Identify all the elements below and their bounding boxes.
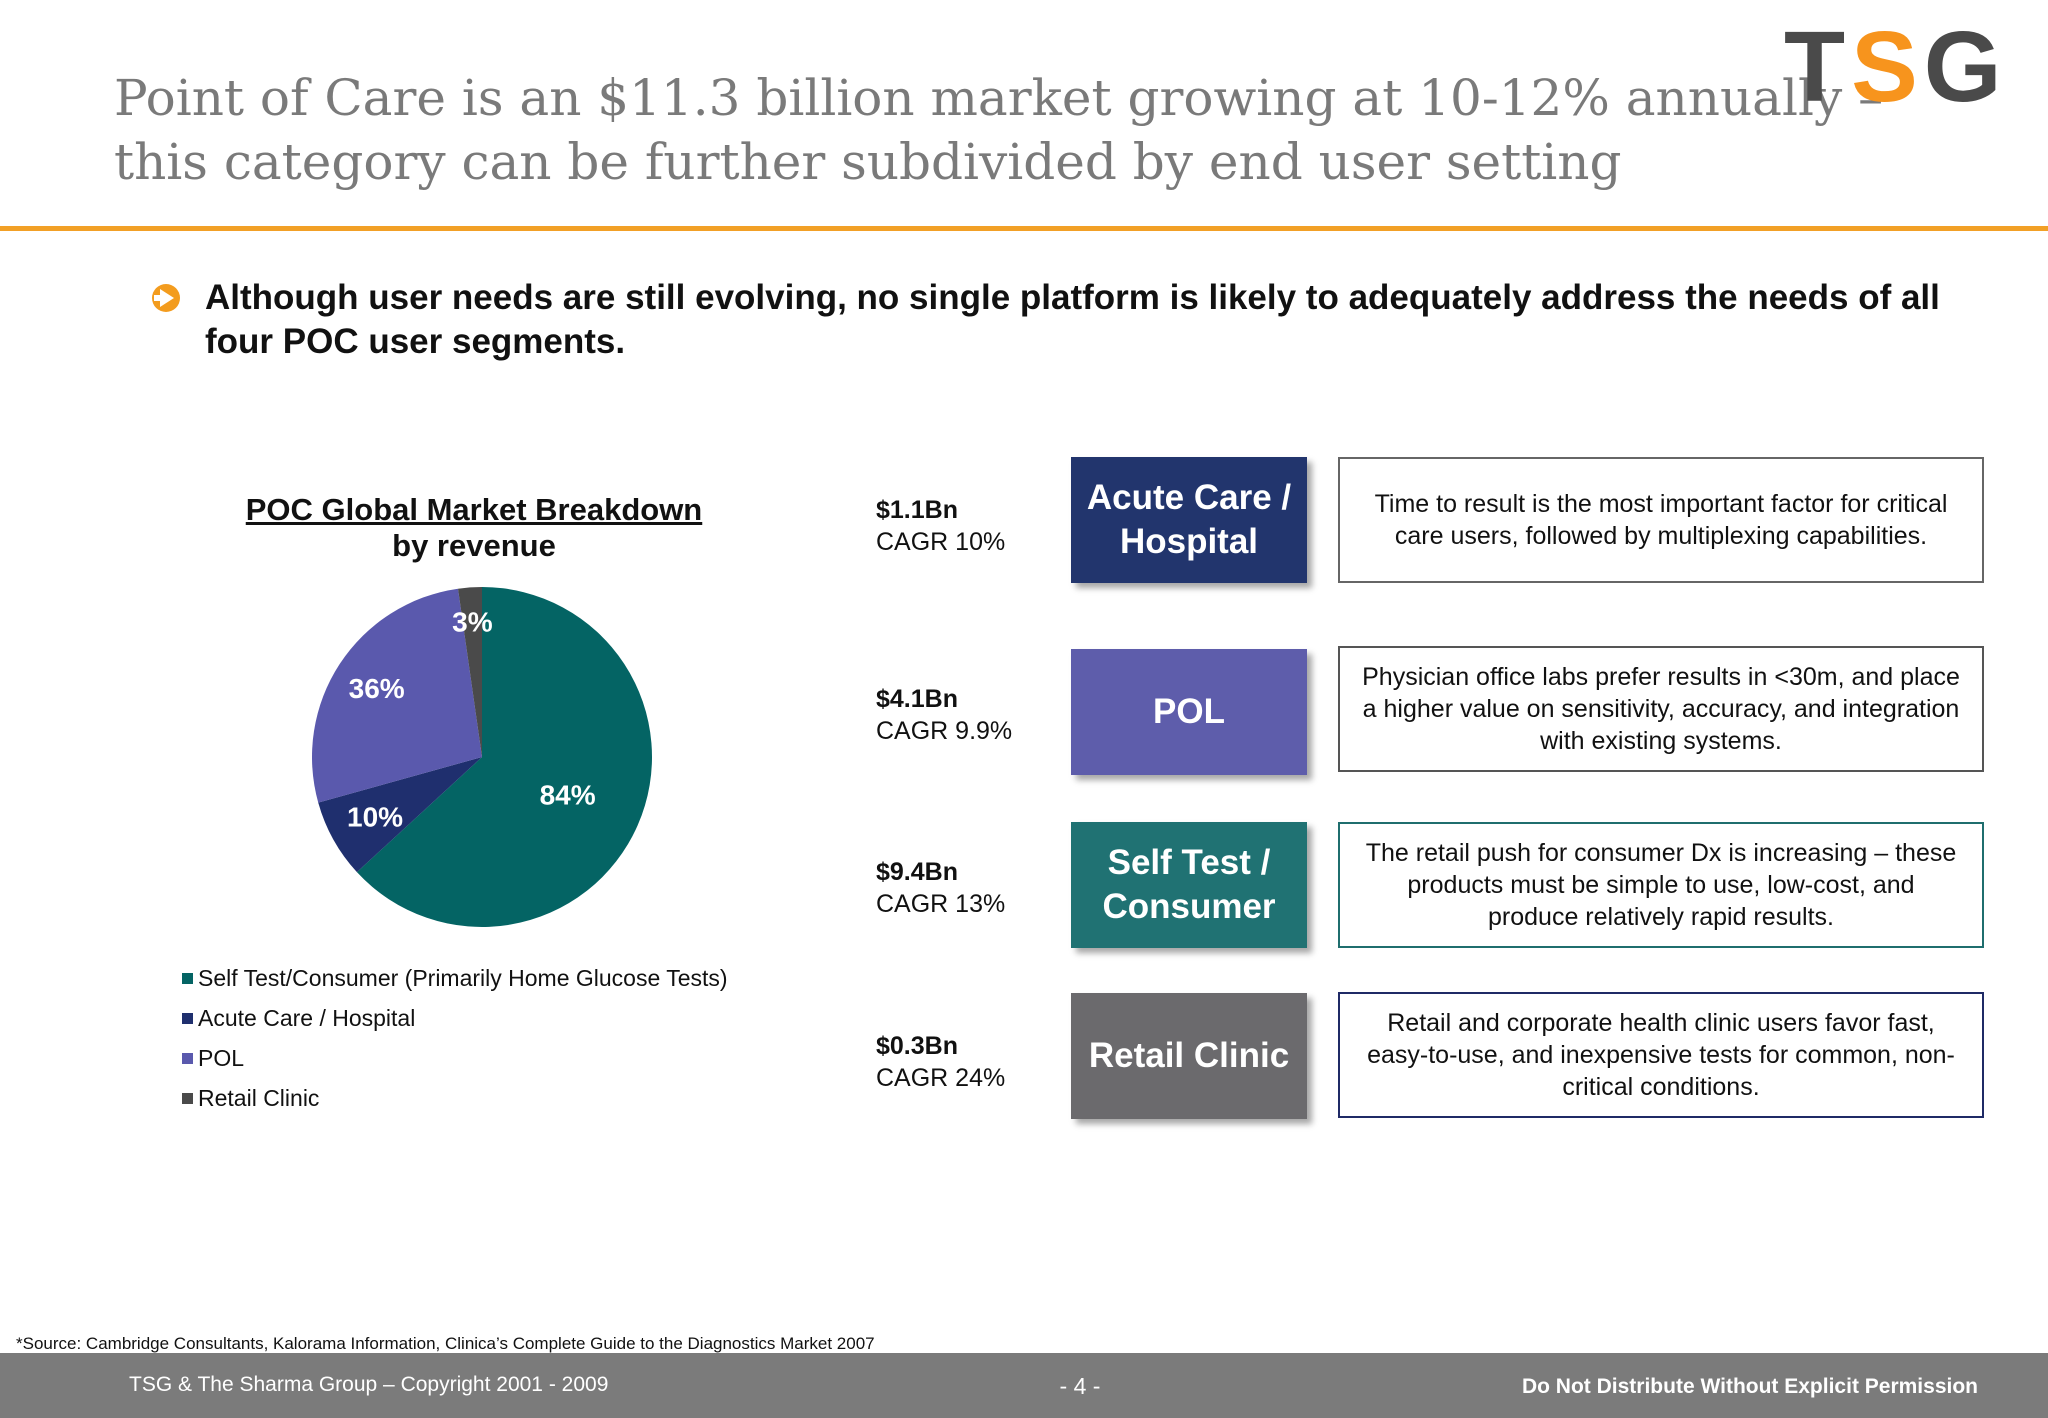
legend-label: POL	[198, 1044, 245, 1071]
description-retail-clinic: Retail and corporate health clinic users…	[1338, 992, 1984, 1118]
legend-item: Acute Care / Hospital	[182, 998, 802, 1038]
title-line-2: this category can be further subdivided …	[114, 133, 1622, 191]
metric-amount: $0.3Bn	[876, 1032, 958, 1060]
chart-legend: Self Test/Consumer (Primarily Home Gluco…	[182, 958, 802, 1118]
distribution-notice: Do Not Distribute Without Explicit Permi…	[1521, 1375, 1978, 1398]
legend-label: Self Test/Consumer (Primarily Home Gluco…	[198, 964, 728, 991]
legend-item: POL	[182, 1038, 802, 1078]
metric-pol: $4.1Bn CAGR 9.9%	[876, 683, 1036, 747]
header-divider	[0, 226, 2048, 231]
metric-self-test: $9.4Bn CAGR 13%	[876, 856, 1036, 920]
footer-bar: TSG & The Sharma Group – Copyright 2001 …	[0, 1353, 2048, 1418]
pie-slice-1	[356, 587, 652, 927]
metric-cagr: CAGR 10%	[876, 528, 1006, 556]
pie-label-1: 84%	[540, 780, 596, 811]
legend-label: Acute Care / Hospital	[198, 1004, 416, 1031]
metric-amount: $1.1Bn	[876, 496, 958, 524]
description-self-test: The retail push for consumer Dx is incre…	[1338, 822, 1984, 948]
metric-cagr: CAGR 9.9%	[876, 717, 1013, 745]
pie-slice-2	[318, 757, 482, 873]
source-note: *Source: Cambridge Consultants, Kalorama…	[16, 1334, 875, 1353]
copyright: TSG & The Sharma Group – Copyright 2001 …	[129, 1373, 609, 1396]
chart-subtitle: by revenue	[392, 528, 556, 563]
legend-label: Retail Clinic	[198, 1084, 320, 1111]
slide-title: Point of Care is an $11.3 billion market…	[114, 66, 1884, 194]
segment-acute-care: Acute Care / Hospital	[1071, 457, 1307, 583]
chart-title: POC Global Market Breakdown by revenue	[184, 492, 764, 564]
metric-amount: $4.1Bn	[876, 685, 958, 713]
legend-swatch	[182, 972, 193, 984]
headline: Although user needs are still evolving, …	[205, 278, 1940, 361]
metric-cagr: CAGR 24%	[876, 1064, 1006, 1092]
tsg-logo: TSG	[1784, 11, 2008, 123]
legend-item: Self Test/Consumer (Primarily Home Gluco…	[182, 958, 802, 998]
pie-label-2: 10%	[347, 802, 403, 833]
segment-self-test: Self Test / Consumer	[1071, 822, 1307, 948]
description-pol: Physician office labs prefer results in …	[1338, 646, 1984, 772]
metric-cagr: CAGR 13%	[876, 890, 1006, 918]
legend-item: Retail Clinic	[182, 1078, 802, 1118]
metric-amount: $9.4Bn	[876, 858, 958, 886]
legend-swatch	[182, 1012, 193, 1024]
pie-slice-4	[457, 587, 482, 757]
metric-acute-care: $1.1Bn CAGR 10%	[876, 494, 1036, 558]
segment-pol: POL	[1071, 649, 1307, 775]
legend-swatch	[182, 1092, 193, 1104]
metric-retail-clinic: $0.3Bn CAGR 24%	[876, 1030, 1036, 1094]
pie-label-3: 36%	[349, 673, 405, 704]
pie-label-4: 3%	[452, 606, 493, 637]
title-line-1: Point of Care is an $11.3 billion market…	[114, 69, 1884, 127]
chart-title-text: POC Global Market Breakdown	[245, 492, 703, 527]
description-acute-care: Time to result is the most important fac…	[1338, 457, 1984, 583]
page-number: - 4 -	[1059, 1373, 1101, 1399]
arrow-bullet-icon	[152, 284, 180, 312]
legend-swatch	[182, 1052, 193, 1064]
pie-chart: 84% 10% 36% 3%	[312, 587, 652, 927]
pie-slice-3	[312, 588, 482, 803]
segment-retail-clinic: Retail Clinic	[1071, 993, 1307, 1119]
